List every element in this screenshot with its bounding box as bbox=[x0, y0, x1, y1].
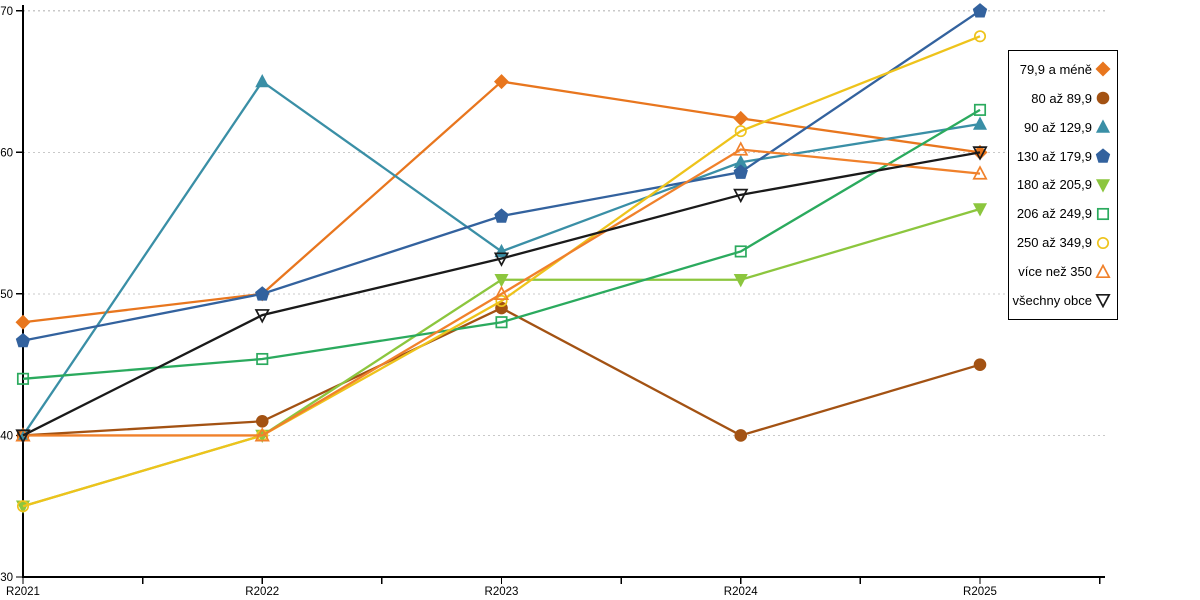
legend-marker-glyph bbox=[1095, 179, 1111, 193]
data-point-marker bbox=[972, 116, 988, 130]
legend-marker bbox=[1095, 148, 1111, 163]
legend-item-label: všechny obce bbox=[1012, 292, 1093, 308]
x-axis-label: R2022 bbox=[245, 586, 279, 598]
legend-item: všechny obce bbox=[1013, 287, 1111, 313]
y-axis-label: 30 bbox=[0, 572, 13, 584]
legend-marker bbox=[1096, 92, 1110, 105]
data-point-marker bbox=[972, 165, 988, 180]
y-axis-label: 70 bbox=[0, 6, 13, 18]
data-point-marker bbox=[15, 314, 31, 330]
data-point-marker bbox=[733, 188, 749, 204]
data-point-marker bbox=[254, 309, 270, 324]
legend-item: 130 až 179,9 bbox=[1013, 143, 1111, 169]
data-point-marker bbox=[255, 414, 269, 428]
data-point-marker bbox=[733, 164, 748, 179]
data-point-marker bbox=[493, 74, 510, 90]
data-point-marker bbox=[255, 74, 270, 88]
legend-marker-glyph bbox=[1096, 236, 1110, 249]
data-point-marker bbox=[16, 500, 30, 513]
legend: 79,9 a méně 80 až 89,9 90 až 129,9 130 až 1… bbox=[1008, 50, 1118, 320]
legend-marker-glyph bbox=[1095, 148, 1111, 163]
data-point-marker bbox=[972, 203, 988, 217]
data-point-marker bbox=[255, 286, 270, 301]
data-point-marker bbox=[15, 332, 31, 348]
data-point-marker bbox=[733, 141, 749, 156]
series-line-6 bbox=[22, 35, 981, 508]
data-point-marker bbox=[734, 125, 747, 138]
legend-marker bbox=[1095, 294, 1111, 309]
legend-item: 79,9 a méně bbox=[1013, 56, 1111, 82]
legend-marker bbox=[1095, 263, 1111, 278]
legend-item-label: 80 až 89,9 bbox=[1031, 90, 1092, 106]
data-point-marker bbox=[16, 372, 30, 385]
legend-item-label: 130 až 179,9 bbox=[1016, 148, 1092, 164]
data-point-marker bbox=[973, 358, 987, 371]
x-axis-label: R2021 bbox=[6, 586, 40, 598]
y-axis-label: 40 bbox=[0, 430, 13, 442]
data-point-marker bbox=[733, 274, 748, 288]
legend-item-label: 250 až 349,9 bbox=[1016, 235, 1092, 251]
data-point-marker bbox=[15, 429, 31, 444]
data-point-marker bbox=[256, 352, 269, 366]
data-point-marker bbox=[973, 30, 987, 43]
data-point-marker bbox=[972, 146, 988, 161]
x-axis-label: R2023 bbox=[485, 586, 519, 598]
legend-item: 180 až 205,9 bbox=[1013, 172, 1111, 198]
data-point-marker bbox=[494, 274, 509, 288]
legend-item-label: 79,9 a méně bbox=[1019, 61, 1092, 77]
data-point-marker bbox=[973, 103, 987, 116]
legend-item-label: 90 až 129,9 bbox=[1024, 119, 1092, 135]
x-axis-label: R2024 bbox=[724, 586, 758, 598]
legend-marker bbox=[1095, 119, 1111, 133]
legend-item: více než 350 bbox=[1013, 259, 1111, 285]
legend-marker bbox=[1095, 179, 1111, 193]
legend-item: 80 až 89,9 bbox=[1013, 85, 1111, 111]
y-axis-label: 50 bbox=[0, 289, 13, 301]
legend-marker bbox=[1096, 207, 1110, 220]
legend-item: 90 až 129,9 bbox=[1013, 114, 1111, 140]
legend-item-label: 180 až 205,9 bbox=[1016, 177, 1092, 193]
data-point-marker bbox=[254, 427, 270, 442]
legend-item: 206 až 249,9 bbox=[1013, 201, 1111, 227]
legend-marker-glyph bbox=[1096, 207, 1110, 220]
y-axis-label: 60 bbox=[0, 147, 13, 159]
data-point-marker bbox=[733, 110, 749, 126]
legend-marker-glyph bbox=[1095, 119, 1111, 133]
legend-marker bbox=[1096, 236, 1110, 249]
series-line-5 bbox=[22, 108, 981, 380]
legend-marker-glyph bbox=[1095, 294, 1111, 309]
legend-marker-glyph bbox=[1096, 92, 1110, 105]
legend-item: 250 až 349,9 bbox=[1013, 230, 1111, 256]
data-point-marker bbox=[972, 3, 988, 18]
series-line-8 bbox=[22, 151, 981, 437]
data-point-marker bbox=[493, 285, 510, 300]
series-line-3 bbox=[22, 9, 981, 342]
legend-item-label: více než 350 bbox=[1018, 264, 1092, 280]
legend-item-label: 206 až 249,9 bbox=[1016, 206, 1092, 222]
legend-marker-glyph bbox=[1095, 263, 1111, 278]
data-point-marker bbox=[734, 429, 748, 442]
data-point-marker bbox=[734, 245, 747, 258]
data-point-marker bbox=[495, 316, 508, 329]
legend-marker bbox=[1095, 61, 1111, 77]
data-point-marker bbox=[494, 208, 509, 223]
series-line-7 bbox=[23, 148, 981, 437]
data-point-marker bbox=[493, 252, 510, 267]
data-point-marker bbox=[495, 294, 508, 308]
legend-marker-glyph bbox=[1095, 61, 1111, 77]
x-axis-label: R2025 bbox=[963, 586, 997, 598]
